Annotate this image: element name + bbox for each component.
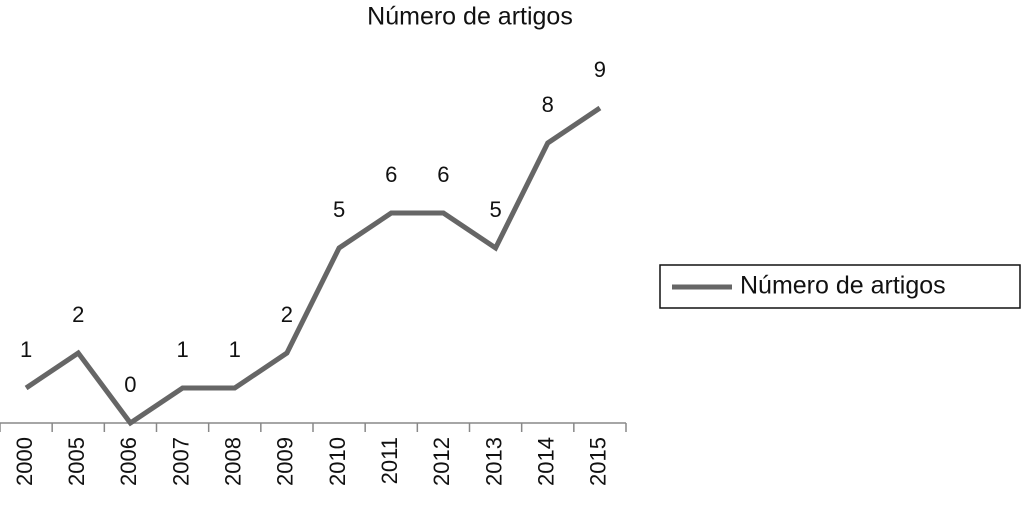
data-label: 9 [594,57,606,82]
x-tick-label: 2015 [586,437,611,486]
data-label: 5 [489,197,501,222]
legend-label: Número de artigos [740,272,946,300]
data-label: 8 [542,92,554,117]
data-label: 1 [176,337,188,362]
x-tick-label: 2011 [377,437,402,484]
data-label: 2 [72,302,84,327]
x-tick-label: 2006 [116,437,141,486]
data-label: 2 [281,302,293,327]
line [24,105,602,427]
data-label: 6 [437,162,449,187]
x-tick-label: 2010 [325,437,350,486]
legend [659,264,1021,309]
x-tick-label: 2014 [534,437,559,486]
data-label: 5 [333,197,345,222]
x-tick-label: 2013 [481,437,506,486]
chart-title: Número de artigos [367,3,573,31]
x-tick-label: 2009 [273,437,298,486]
x-tick-label: 2012 [429,437,454,486]
data-label: 0 [124,372,136,397]
x-tick-label: 2008 [221,437,246,486]
data-label: 1 [20,337,32,362]
x-tick-label: 2007 [168,437,193,486]
x-tick-label: 2000 [12,437,37,486]
data-label: 6 [385,162,397,187]
data-label: 1 [229,337,241,362]
x-tick-label: 2005 [64,437,89,486]
